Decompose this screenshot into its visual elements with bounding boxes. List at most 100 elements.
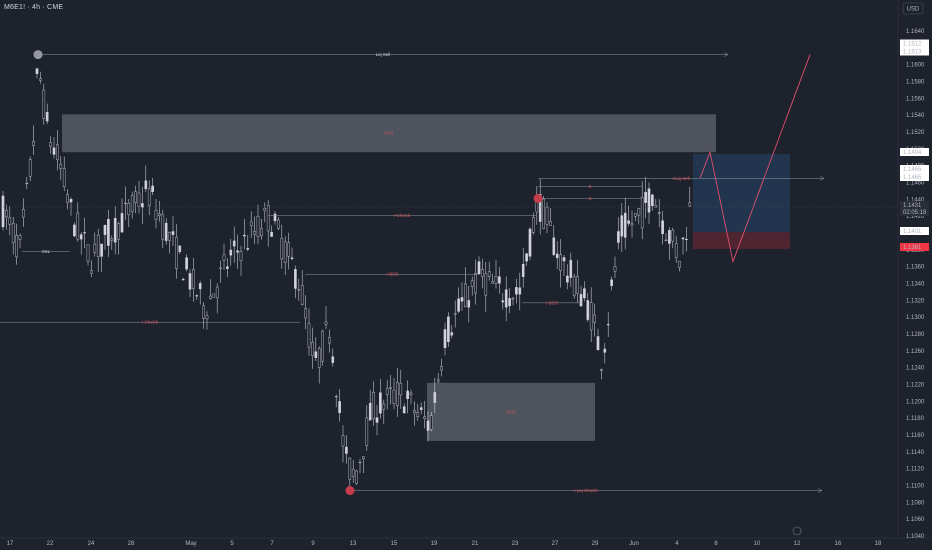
price-badge: [900, 243, 929, 251]
candle-body: [419, 407, 423, 411]
candle-body: [545, 206, 549, 225]
candle-body: [372, 391, 375, 419]
candle-body: [300, 285, 304, 305]
candle-body: [212, 293, 216, 298]
price-tick: 1.1080: [906, 500, 925, 506]
price-tick: 1.1520: [906, 130, 925, 136]
liq-sell-top-arrow: [723, 52, 729, 57]
candle-body: [324, 321, 328, 325]
candle-body: [375, 417, 379, 423]
candle-body: [287, 242, 290, 257]
candle-body: [477, 261, 481, 275]
candle-body: [124, 202, 127, 204]
price-badge: [900, 47, 929, 56]
candle-body: [654, 205, 658, 208]
candle-body: [579, 294, 583, 307]
candle-body: [198, 283, 202, 290]
candle-body: [69, 199, 73, 203]
price-tick: 1.1100: [906, 484, 925, 490]
liq-choch-bottom-label: I-Liq ChoCh: [574, 488, 598, 493]
candle-body: [487, 270, 491, 277]
price-tick: 1.1180: [906, 416, 925, 422]
candle-body: [1, 195, 5, 228]
candle-body: [413, 410, 416, 414]
currency-button[interactable]: [902, 2, 924, 15]
projection-path[interactable]: [699, 54, 811, 264]
candle-body: [297, 288, 301, 291]
candle-body: [15, 235, 18, 258]
candle-body: [120, 213, 124, 233]
candle-body: [209, 295, 212, 299]
fvg-label-lower: FVG: [506, 409, 516, 414]
candle-body: [464, 283, 467, 307]
liq-sell-right-arrow: [819, 176, 825, 181]
candle-body: [351, 468, 355, 477]
candle-body: [406, 390, 409, 400]
candle-body: [178, 245, 182, 252]
price-tick: 1.1140: [906, 450, 925, 456]
price-badge-label: 1.1612: [903, 42, 922, 48]
candle-body: [110, 238, 114, 241]
candle-body: [22, 208, 25, 218]
goto-realtime-icon[interactable]: [792, 526, 802, 536]
candle-body: [117, 223, 120, 240]
i-bos-right-label: I-BOS: [546, 300, 558, 305]
candle-body: [593, 314, 596, 323]
price-axis-panel[interactable]: [898, 0, 932, 550]
candle-body: [348, 457, 352, 480]
candle-body: [205, 315, 209, 320]
price-badge: [900, 148, 929, 156]
candle-body: [219, 267, 222, 269]
candle-body: [56, 144, 59, 160]
candle-body: [175, 236, 178, 269]
price-tick: 1.1460: [906, 181, 925, 187]
candle-body: [542, 198, 545, 229]
candle-body: [572, 276, 576, 296]
position-stop-zone[interactable]: [693, 232, 790, 249]
price-tick: 1.1360: [906, 265, 925, 271]
price-tick: 1.1220: [906, 383, 925, 389]
candle-body: [538, 194, 542, 222]
time-tick: May: [185, 541, 196, 547]
candle-body: [586, 300, 590, 320]
candle-body: [491, 281, 494, 284]
candle-body: [555, 253, 559, 259]
price-badge: [900, 39, 929, 48]
candle-body: [362, 456, 365, 460]
time-tick: 7: [270, 541, 274, 547]
candle-body: [158, 213, 161, 216]
candle-body: [392, 389, 396, 404]
position-target-zone[interactable]: [693, 153, 790, 233]
candle-body: [355, 470, 358, 484]
candle-body: [647, 188, 651, 213]
i-choch-mid-label: I-ChoCh: [394, 213, 411, 218]
price-tick: 1.1420: [906, 214, 925, 220]
candle-body: [498, 276, 501, 284]
candle-body: [664, 239, 668, 241]
candle-body: [610, 279, 613, 287]
candle-body: [504, 289, 508, 308]
candle-body: [103, 224, 107, 235]
price-tick: 1.1320: [906, 298, 925, 304]
candle-body: [144, 180, 148, 190]
candle-body: [76, 212, 80, 240]
candle-body: [25, 182, 29, 185]
candle-body: [379, 392, 382, 414]
candle-body: [382, 403, 386, 410]
symbol-title: M6E1! · 4h · CME: [4, 4, 64, 11]
candle-body: [39, 78, 42, 81]
candle-body: [433, 392, 437, 403]
price-tick: 1.1280: [906, 332, 925, 338]
candle-body: [358, 461, 362, 464]
candle-body: [256, 216, 260, 237]
time-tick: 16: [835, 541, 842, 547]
price-tick: 1.1640: [906, 29, 925, 35]
time-tick: 23: [512, 541, 519, 547]
candle-body: [644, 192, 647, 203]
time-tick: 6: [714, 541, 718, 547]
swing-marker-mid: [533, 193, 543, 203]
candle-body: [552, 237, 556, 255]
candle-body: [161, 214, 165, 240]
